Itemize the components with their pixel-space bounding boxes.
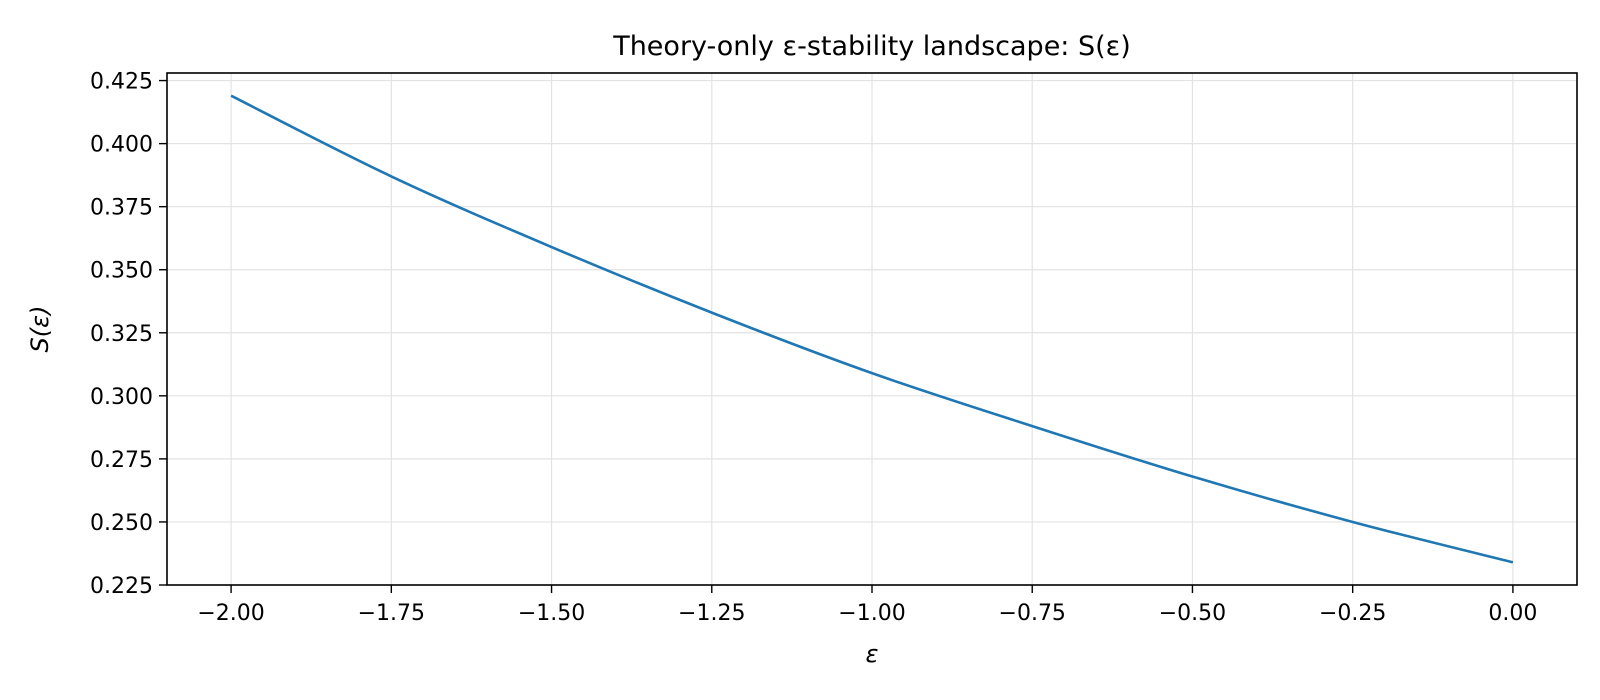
- y-tick-label: 0.300: [90, 385, 153, 410]
- grid: [167, 73, 1577, 586]
- x-tick-label: −1.00: [838, 601, 905, 626]
- y-tick-label: 0.425: [90, 70, 153, 95]
- x-tick-label: −2.00: [197, 601, 264, 626]
- chart-title: Theory-only ε-stability landscape: S(ε): [612, 31, 1131, 62]
- y-tick-label: 0.375: [90, 196, 153, 221]
- y-tick-label: 0.325: [90, 322, 153, 347]
- x-tick-label: −0.75: [999, 601, 1066, 626]
- series-layer: [230, 94, 1514, 564]
- y-tick-label: 0.225: [90, 574, 153, 599]
- x-axis-label: ε: [866, 640, 879, 668]
- y-axis-ticks: 0.225 0.250 0.275 0.300 0.325 0.350 0.375 0.400…: [90, 70, 167, 599]
- x-tick-label: 0.00: [1488, 601, 1537, 626]
- x-tick-label: −0.25: [1319, 601, 1386, 626]
- y-tick-label: 0.400: [90, 133, 153, 158]
- x-tick-label: −0.50: [1159, 601, 1226, 626]
- y-axis-label: S(ε): [26, 306, 54, 353]
- x-axis-ticks: −2.00 −1.75 −1.50 −1.25 −1.00 −0.75 −0.50 −0.25…: [197, 585, 1537, 626]
- y-tick-label: 0.275: [90, 448, 153, 473]
- x-tick-label: −1.50: [518, 601, 585, 626]
- series-line: [230, 94, 1514, 564]
- y-tick-label: 0.350: [90, 259, 153, 284]
- y-tick-label: 0.250: [90, 511, 153, 536]
- x-tick-label: −1.75: [358, 601, 425, 626]
- x-tick-label: −1.25: [678, 601, 745, 626]
